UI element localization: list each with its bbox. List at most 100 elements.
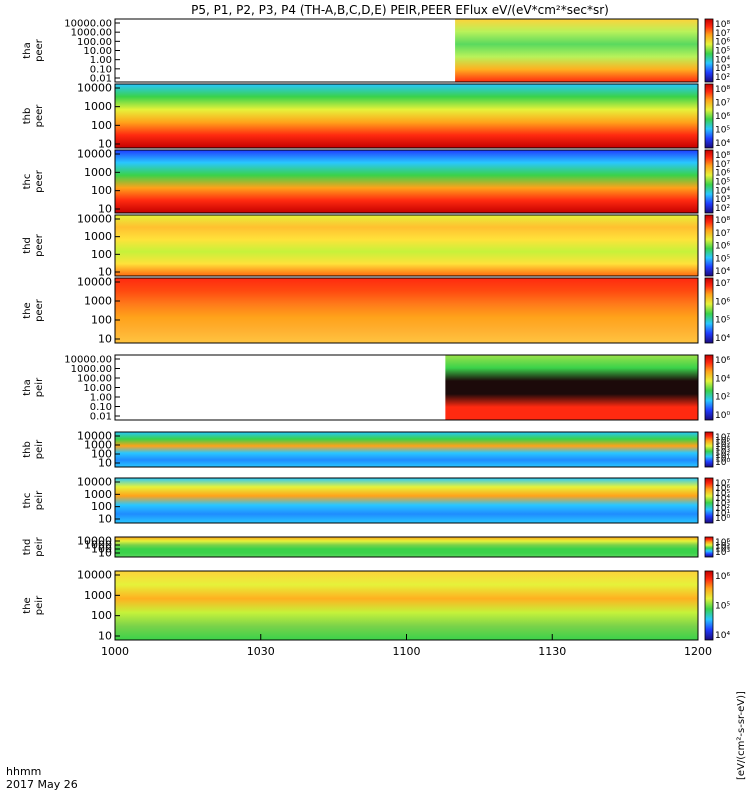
colorbar-tick-label: 10⁵ <box>715 126 730 136</box>
y-tick-label: 1000 <box>84 539 112 552</box>
y-axis-species-label: peir <box>34 439 45 459</box>
colorbar <box>704 536 714 558</box>
y-tick-label: 10000 <box>77 213 112 226</box>
colorbar-tick-label: 10⁴ <box>715 139 730 149</box>
colorbar-tick-label: 10² <box>715 393 730 403</box>
colorbar-tick-label: 10⁶ <box>715 437 730 447</box>
y-tick-label: 1000 <box>84 100 112 113</box>
spectrogram-fill <box>455 19 698 82</box>
y-tick-label: 1000.00 <box>71 364 112 375</box>
colorbar-tick-label: 10⁷ <box>715 99 730 109</box>
colorbar-tick-label: 10⁸ <box>715 20 730 30</box>
y-tick-label: 1.00 <box>90 55 112 66</box>
y-axis-probe-label: the <box>22 302 33 318</box>
colorbar-tick-label: 10⁷ <box>715 433 730 443</box>
y-tick-label: 10.00 <box>83 46 112 57</box>
panel-frame <box>114 214 699 277</box>
colorbar-tick-label: 10³ <box>715 195 730 205</box>
y-tick-label: 10000.00 <box>64 355 112 366</box>
y-tick-label: 10000 <box>77 535 112 548</box>
panel-the-peir: 10000 1000 100 10 the peir 10⁶ 10⁵ 10⁴ <box>22 569 730 643</box>
colorbar-tick-label: 10⁶ <box>715 242 730 252</box>
panel-the-peer: 10000 1000 100 10 the peer 10⁷ 10⁶ 10⁵ 10⁴ <box>22 276 730 346</box>
y-axis-species-label: peer <box>34 233 45 257</box>
colorbar-tick-label: 10⁶ <box>715 572 730 582</box>
y-tick-label: 0.10 <box>90 64 112 75</box>
y-axis-probe-label: the <box>22 597 33 613</box>
colorbar-tick-label: 10⁸ <box>715 85 730 95</box>
colorbar <box>704 570 714 641</box>
panel-thd-peer: 10000 1000 100 10 thd peer 10⁸ 10⁷ 10⁶ 10⁵ 10⁴ <box>22 213 730 279</box>
y-tick-label: 10000 <box>77 569 112 582</box>
y-tick-label: 100 <box>91 609 112 622</box>
y-tick-label: 10 <box>98 513 112 526</box>
colorbar-tick-label: 10⁶ <box>715 38 730 48</box>
y-axis-probe-label: thc <box>22 174 33 190</box>
panel-frame <box>114 83 699 149</box>
colorbar-tick-label: 10⁰ <box>715 411 730 421</box>
y-tick-label: 10 <box>98 138 112 151</box>
x-tick-label: 1030 <box>247 645 275 658</box>
colorbar-tick-label: 10⁴ <box>715 186 730 196</box>
date-label: 2017 May 26 <box>6 778 78 791</box>
y-tick-label: 10000 <box>77 476 112 489</box>
x-tick-label: 1200 <box>684 645 712 658</box>
spectrogram-fill <box>115 432 698 467</box>
spectrogram-fill <box>115 150 698 213</box>
y-axis-probe-label: thc <box>22 493 33 509</box>
x-tick-label: 1100 <box>393 645 421 658</box>
y-tick-label: 10000.00 <box>64 19 112 30</box>
colorbar-tick-label: 10³ <box>715 447 730 457</box>
spectrogram-fill <box>115 571 698 640</box>
x-axis-annotation: hhmm <box>6 765 41 778</box>
y-tick-label: 1000.00 <box>71 28 112 39</box>
colorbar <box>704 277 714 344</box>
y-axis-species-label: peir <box>34 595 45 615</box>
panel-group: 10000.001000.00100.0010.001.000.100.01th… <box>22 18 730 643</box>
y-tick-label: 100 <box>91 448 112 461</box>
colorbar-tick-label: 10⁰ <box>715 458 730 468</box>
colorbar-unit-label: [eV/(cm²-s-sr-eV)] <box>736 691 747 780</box>
y-tick-label: 100.00 <box>77 374 112 385</box>
y-axis-probe-label: tha <box>22 379 33 395</box>
colorbar-tick-label: 10⁸ <box>715 151 730 161</box>
y-tick-label: 100 <box>91 543 112 556</box>
y-tick-label: 10000 <box>77 82 112 95</box>
colorbar-tick-label: 10⁴ <box>715 334 730 344</box>
colorbar-tick-label: 10⁵ <box>715 254 730 264</box>
colorbar-tick-label: 10⁵ <box>715 602 730 612</box>
y-tick-label: 10000 <box>77 276 112 289</box>
y-axis-species-label: peer <box>34 104 45 128</box>
y-tick-label: 100 <box>91 314 112 327</box>
colorbar <box>704 149 714 214</box>
colorbar-tick-label: 10⁶ <box>715 112 730 122</box>
colorbar-tick-label: 10² <box>715 204 730 214</box>
colorbar-tick-label: 10⁴ <box>715 444 730 454</box>
y-tick-label: 1000 <box>84 589 112 602</box>
y-tick-label: 10000 <box>77 430 112 443</box>
colorbar-tick-label: 10³ <box>715 548 730 558</box>
panel-frame <box>114 149 699 214</box>
colorbar-tick-label: 10⁵ <box>715 440 730 450</box>
y-tick-label: 0.01 <box>90 412 112 423</box>
colorbar-tick-label: 10⁶ <box>715 538 730 548</box>
y-tick-label: 10.00 <box>83 383 112 394</box>
colorbar-tick-label: 10⁶ <box>715 297 730 307</box>
y-axis-species-label: peer <box>34 38 45 62</box>
colorbar-tick-label: 10² <box>715 73 730 83</box>
colorbar-tick-label: 10⁴ <box>715 631 730 641</box>
y-tick-label: 100 <box>91 184 112 197</box>
colorbar-tick-label: 10⁴ <box>715 494 730 504</box>
y-tick-label: 0.10 <box>90 402 112 413</box>
y-tick-label: 10 <box>98 630 112 643</box>
colorbar-tick-label: 10⁶ <box>715 356 730 366</box>
colorbar <box>704 214 714 277</box>
colorbar <box>704 477 714 524</box>
x-tick-label: 1000 <box>101 645 129 658</box>
panel-frame <box>114 277 699 344</box>
